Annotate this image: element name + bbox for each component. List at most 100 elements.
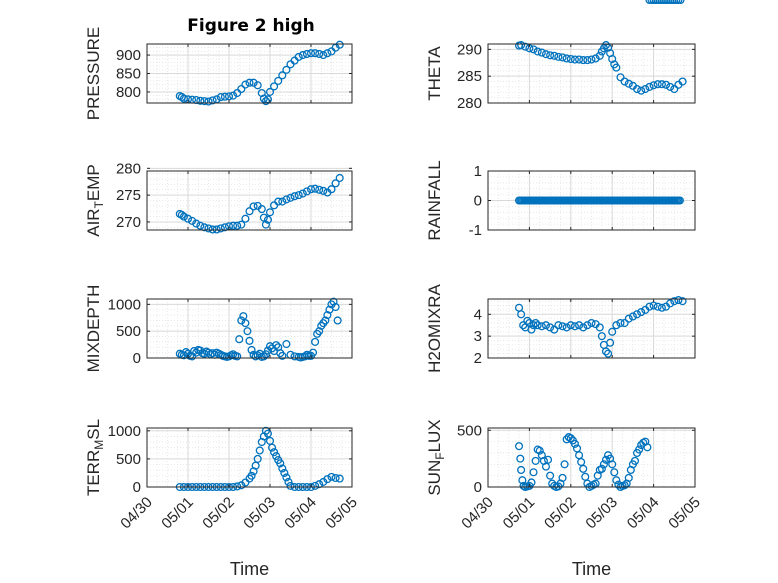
data-point bbox=[282, 473, 291, 482]
data-point bbox=[624, 79, 633, 88]
axes-frame bbox=[487, 298, 696, 359]
data-point bbox=[247, 345, 256, 355]
data-point bbox=[517, 310, 526, 319]
y-tick-label: 0 bbox=[133, 479, 141, 496]
data-point bbox=[641, 85, 650, 94]
data-point bbox=[294, 191, 303, 200]
data-point bbox=[595, 51, 604, 60]
data-point bbox=[323, 311, 332, 320]
x-axis-label: Time bbox=[230, 559, 269, 579]
data-point bbox=[323, 49, 332, 58]
data-point bbox=[319, 51, 328, 60]
data-point bbox=[233, 352, 242, 361]
data-point bbox=[257, 205, 266, 214]
data-point bbox=[533, 47, 542, 56]
data-point bbox=[200, 223, 209, 232]
y-tick-label: 900 bbox=[116, 47, 141, 64]
y-tick-label: 2 bbox=[474, 350, 482, 367]
data-point bbox=[196, 221, 205, 230]
y-axis-label: TERRMSL bbox=[84, 419, 106, 496]
data-point bbox=[527, 325, 536, 334]
data-point bbox=[253, 454, 262, 463]
data-point bbox=[653, 80, 662, 89]
data-point bbox=[616, 318, 625, 328]
data-point bbox=[335, 474, 344, 483]
data-point bbox=[562, 323, 571, 332]
data-point bbox=[632, 85, 642, 94]
data-point bbox=[624, 473, 633, 482]
data-point bbox=[649, 301, 658, 310]
data-point bbox=[290, 192, 299, 201]
data-point bbox=[315, 327, 324, 336]
data-point bbox=[624, 314, 633, 323]
data-point bbox=[282, 65, 291, 74]
data-point bbox=[311, 337, 320, 346]
data-point bbox=[179, 212, 188, 221]
data-point bbox=[541, 321, 551, 330]
data-point bbox=[286, 481, 295, 490]
y-tick-label: 0 bbox=[133, 350, 141, 367]
data-point bbox=[235, 335, 244, 344]
data-point bbox=[200, 97, 209, 106]
data-point bbox=[284, 477, 293, 486]
data-point bbox=[529, 468, 538, 477]
y-tick-label: 0 bbox=[474, 193, 482, 210]
data-point bbox=[179, 94, 188, 103]
data-point bbox=[612, 476, 621, 485]
data-point bbox=[575, 321, 584, 330]
data-point bbox=[570, 55, 579, 64]
data-point bbox=[533, 321, 542, 330]
data-point bbox=[541, 50, 551, 59]
data-point bbox=[575, 55, 584, 64]
data-point bbox=[183, 214, 193, 223]
data-point bbox=[241, 80, 250, 89]
data-point bbox=[311, 49, 320, 58]
axes-background bbox=[488, 44, 695, 103]
y-axis-label: SUNFLUX bbox=[425, 419, 447, 495]
data-point bbox=[519, 481, 528, 490]
data-point bbox=[546, 51, 555, 60]
data-point bbox=[653, 302, 662, 311]
data-point bbox=[514, 442, 524, 451]
data-point bbox=[543, 455, 553, 464]
subplot-5: 2 3 4 H2OMIXRA bbox=[425, 283, 696, 373]
data-point bbox=[601, 455, 611, 464]
axes-frame bbox=[487, 43, 696, 104]
data-point bbox=[315, 49, 324, 59]
y-tick-label: 1 bbox=[474, 163, 482, 180]
data-point bbox=[670, 297, 679, 306]
data-point bbox=[192, 219, 201, 228]
data-point bbox=[599, 460, 608, 469]
data-point bbox=[249, 202, 258, 211]
y-axis-label: MIXDEPTH bbox=[84, 285, 103, 373]
y-tick-label: 800 bbox=[116, 84, 141, 101]
data-point bbox=[566, 434, 575, 443]
data-point bbox=[208, 96, 217, 105]
data-point bbox=[595, 323, 604, 332]
data-point bbox=[531, 318, 540, 328]
data-point bbox=[550, 51, 559, 60]
data-point bbox=[263, 215, 273, 224]
data-point bbox=[597, 464, 606, 473]
data-point bbox=[537, 48, 546, 57]
y-tick-label: 500 bbox=[457, 422, 482, 439]
data-point bbox=[239, 312, 248, 321]
data-point bbox=[247, 471, 256, 480]
data-point bbox=[670, 85, 679, 94]
data-point bbox=[315, 185, 324, 194]
y-tick-label: 275 bbox=[116, 187, 141, 204]
axes-frame bbox=[146, 170, 353, 231]
data-point bbox=[237, 316, 246, 325]
data-point bbox=[516, 454, 525, 463]
data-point bbox=[237, 84, 246, 94]
data-point bbox=[620, 318, 629, 328]
y-tick-label: 1000 bbox=[108, 296, 141, 313]
subplot-2: 270 275 280 AIRTEMP bbox=[84, 160, 353, 237]
data-point bbox=[579, 323, 588, 332]
data-point bbox=[616, 73, 625, 82]
data-point bbox=[245, 336, 254, 345]
data-point bbox=[579, 56, 588, 65]
data-point bbox=[278, 71, 287, 80]
y-tick-label: 280 bbox=[457, 95, 482, 112]
